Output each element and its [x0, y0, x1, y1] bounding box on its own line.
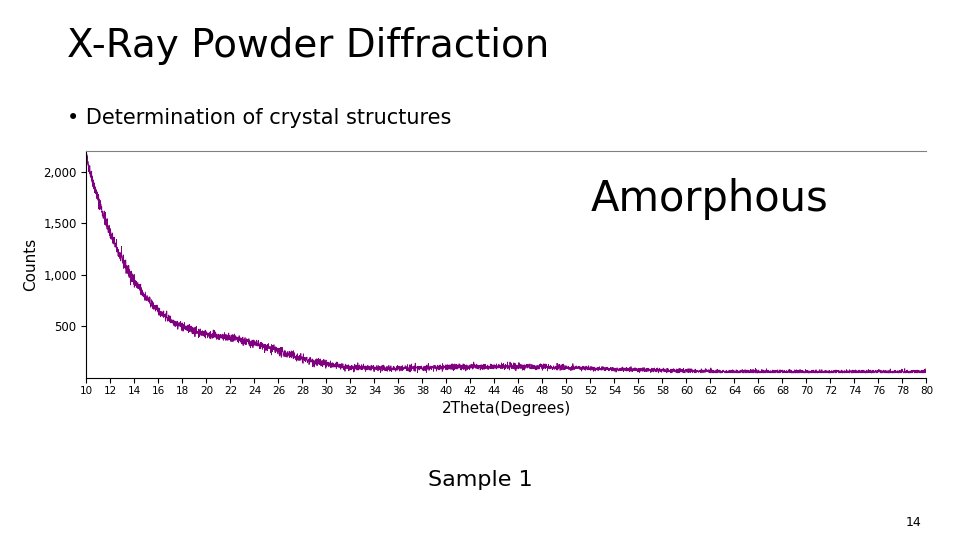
Text: Sample 1: Sample 1: [428, 470, 532, 490]
Text: • Determination of crystal structures: • Determination of crystal structures: [67, 108, 451, 128]
Y-axis label: Counts: Counts: [23, 238, 37, 291]
X-axis label: 2Theta(Degrees): 2Theta(Degrees): [442, 401, 571, 416]
Text: Amorphous: Amorphous: [590, 178, 828, 220]
Text: X-Ray Powder Diffraction: X-Ray Powder Diffraction: [67, 27, 549, 65]
Text: 14: 14: [906, 516, 922, 529]
